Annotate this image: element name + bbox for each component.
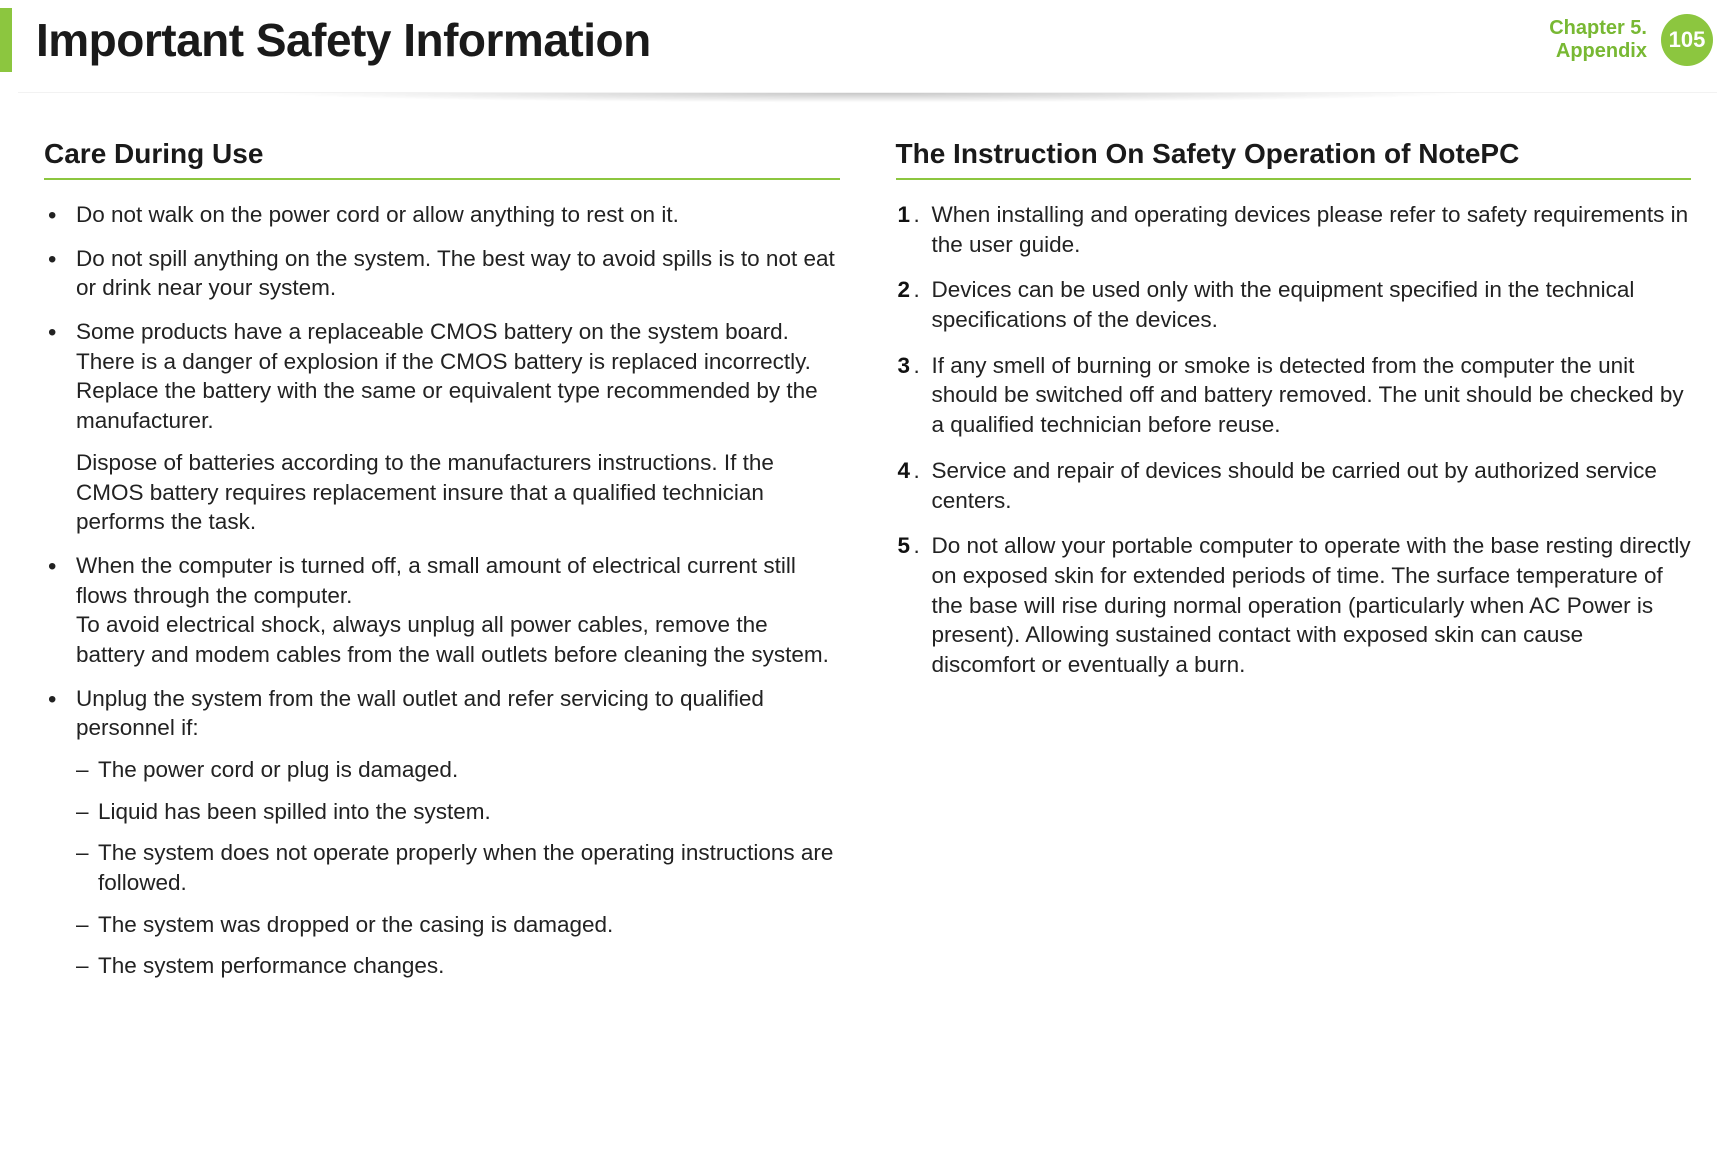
list-item-text: Some products have a replaceable CMOS ba…: [76, 319, 818, 433]
list-item-text: Unplug the system from the wall outlet a…: [76, 686, 764, 741]
list-item-text: When installing and operating devices pl…: [932, 202, 1689, 257]
number-dot: .: [914, 456, 920, 486]
page-header: Important Safety Information Chapter 5. …: [0, 0, 1735, 92]
chapter-line-2: Appendix: [1549, 40, 1647, 63]
list-item: . Devices can be used only with the equip…: [896, 275, 1692, 334]
number-dot: .: [914, 200, 920, 230]
list-item-text: If any smell of burning or smoke is dete…: [932, 353, 1684, 437]
list-item: . When installing and operating devices p…: [896, 200, 1692, 259]
right-column: The Instruction On Safety Operation of N…: [896, 138, 1692, 995]
servicing-sublist: The power cord or plug is damaged. Liqui…: [76, 755, 840, 981]
list-item: Some products have a replaceable CMOS ba…: [44, 317, 840, 537]
header-accent-bar: [0, 8, 12, 72]
list-item-text: Do not spill anything on the system. The…: [76, 246, 835, 301]
chapter-line-1: Chapter 5.: [1549, 17, 1647, 40]
list-item-text: Do not walk on the power cord or allow a…: [76, 202, 679, 227]
content-columns: Care During Use Do not walk on the power…: [0, 138, 1735, 995]
header-divider-shadow: [18, 92, 1717, 108]
notepc-list: . When installing and operating devices p…: [896, 200, 1692, 680]
list-item-extra: To avoid electrical shock, always unplug…: [76, 610, 840, 669]
list-item: . If any smell of burning or smoke is det…: [896, 351, 1692, 440]
section-heading-notepc: The Instruction On Safety Operation of N…: [896, 138, 1692, 180]
list-item-text: Service and repair of devices should be …: [932, 458, 1657, 513]
list-item: Do not spill anything on the system. The…: [44, 244, 840, 303]
sub-item: The system does not operate properly whe…: [76, 838, 840, 897]
number-dot: .: [914, 351, 920, 381]
chapter-label: Chapter 5. Appendix: [1549, 17, 1647, 63]
page-number: 105: [1669, 27, 1706, 53]
section-heading-care: Care During Use: [44, 138, 840, 180]
list-item: . Service and repair of devices should be…: [896, 456, 1692, 515]
list-item: . Do not allow your portable computer to …: [896, 531, 1692, 679]
list-item-text: When the computer is turned off, a small…: [76, 553, 796, 608]
number-dot: .: [914, 275, 920, 305]
sub-item: The system performance changes.: [76, 951, 840, 981]
list-item-extra: Dispose of batteries according to the ma…: [76, 448, 840, 537]
left-column: Care During Use Do not walk on the power…: [44, 138, 840, 995]
sub-item: The system was dropped or the casing is …: [76, 910, 840, 940]
list-item-text: Do not allow your portable computer to o…: [932, 533, 1691, 677]
sub-item: Liquid has been spilled into the system.: [76, 797, 840, 827]
list-item: When the computer is turned off, a small…: [44, 551, 840, 670]
number-dot: .: [914, 531, 920, 561]
care-list: Do not walk on the power cord or allow a…: [44, 200, 840, 981]
list-item: Do not walk on the power cord or allow a…: [44, 200, 840, 230]
page-title: Important Safety Information: [36, 13, 1549, 67]
page-number-badge: 105: [1661, 14, 1713, 66]
list-item: Unplug the system from the wall outlet a…: [44, 684, 840, 982]
sub-item: The power cord or plug is damaged.: [76, 755, 840, 785]
list-item-text: Devices can be used only with the equipm…: [932, 277, 1635, 332]
